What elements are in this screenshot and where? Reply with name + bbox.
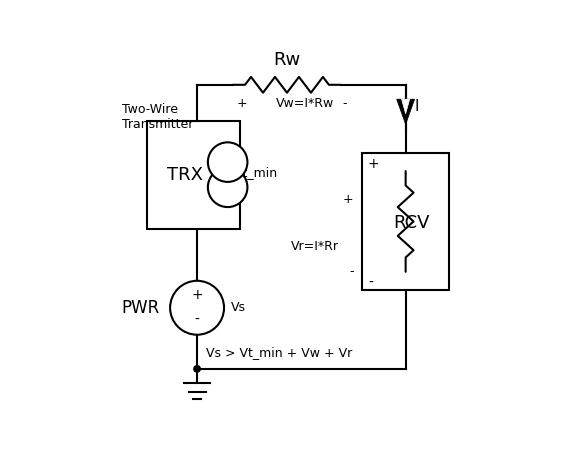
Text: +: + bbox=[191, 288, 203, 302]
Text: +: + bbox=[236, 98, 248, 110]
Text: Vw=I*Rw: Vw=I*Rw bbox=[276, 98, 335, 110]
Polygon shape bbox=[401, 99, 410, 114]
Text: +: + bbox=[368, 157, 379, 171]
Bar bbox=[147, 121, 240, 229]
Text: Rw: Rw bbox=[273, 50, 300, 69]
Polygon shape bbox=[397, 99, 415, 124]
Text: +: + bbox=[343, 193, 353, 206]
Text: PWR: PWR bbox=[121, 299, 160, 317]
Circle shape bbox=[170, 281, 224, 335]
Circle shape bbox=[208, 168, 248, 207]
Text: Vs: Vs bbox=[231, 301, 246, 314]
Text: -: - bbox=[343, 98, 347, 110]
Circle shape bbox=[194, 366, 200, 372]
Text: -: - bbox=[349, 265, 353, 278]
Bar bbox=[363, 153, 449, 290]
Text: TRX: TRX bbox=[167, 166, 203, 184]
Text: Vs > Vt_min + Vw + Vr: Vs > Vt_min + Vw + Vr bbox=[206, 346, 352, 359]
Text: Vt_min: Vt_min bbox=[235, 166, 278, 179]
Text: I: I bbox=[415, 99, 419, 114]
Text: Two-Wire
Transmitter: Two-Wire Transmitter bbox=[121, 103, 193, 131]
Text: -: - bbox=[368, 276, 373, 290]
Text: RCV: RCV bbox=[393, 214, 429, 232]
Text: Vr=I*Rr: Vr=I*Rr bbox=[290, 240, 339, 253]
Text: -: - bbox=[195, 313, 199, 327]
Circle shape bbox=[208, 142, 248, 182]
Text: +: + bbox=[231, 188, 242, 201]
Text: -: - bbox=[231, 145, 236, 158]
